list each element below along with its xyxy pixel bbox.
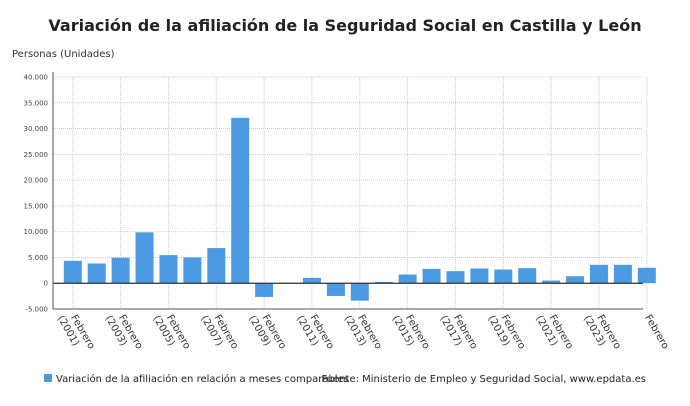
y-tick-label: 15.000 — [24, 202, 49, 210]
bar-2007 — [207, 248, 226, 284]
bar-2018 — [470, 268, 489, 284]
legend-swatch — [44, 374, 52, 382]
y-tick-label: 35.000 — [24, 99, 49, 107]
bar-2014 — [374, 281, 393, 284]
x-tick-label: Febrero(2005) — [150, 308, 192, 357]
y-tick-label: 0 — [44, 280, 48, 288]
bar-2023 — [589, 264, 608, 284]
bar-2021 — [542, 280, 561, 284]
x-tick-label: Febrero(2017) — [437, 308, 479, 357]
x-tick-label: Febrero(2013) — [342, 308, 384, 357]
bar-2017 — [446, 271, 465, 284]
bar-2005 — [159, 255, 178, 284]
bar-2012 — [326, 283, 345, 296]
bar-2002 — [87, 263, 106, 284]
x-tick-label: Febrero(2011) — [294, 308, 336, 357]
bar-2001 — [63, 260, 82, 284]
bar-2019 — [494, 269, 513, 284]
y-tick-label: 5.000 — [28, 254, 48, 262]
bar-2004 — [135, 232, 154, 284]
x-tick-label: Febrero — [642, 313, 670, 351]
x-tick-label: Febrero(2009) — [246, 308, 288, 357]
x-tick-label: Febrero(2007) — [198, 308, 240, 357]
x-tick-label: Febrero(2003) — [103, 308, 145, 357]
y-tick-label: 25.000 — [24, 151, 49, 159]
y-tick-label: 40.000 — [24, 74, 49, 82]
bar-2008 — [231, 117, 250, 284]
bar-2025 — [637, 267, 656, 284]
x-tick-label: Febrero(2023) — [581, 308, 623, 357]
bar-2015 — [398, 274, 417, 284]
legend-label: Variación de la afiliación en relación a… — [56, 373, 349, 385]
y-tick-label: 20.000 — [24, 177, 49, 185]
bar-2009 — [255, 283, 274, 297]
x-tick-label: Febrero(2001) — [55, 308, 97, 357]
y-tick-label: 30.000 — [24, 125, 49, 133]
chart-title: Variación de la afiliación de la Segurid… — [48, 16, 641, 35]
source-note: Fuente: Ministerio de Empleo y Seguridad… — [321, 374, 646, 385]
bar-2013 — [350, 283, 369, 301]
y-axis-label: Personas (Unidades) — [12, 49, 115, 60]
x-tick-label: Febrero(2021) — [533, 308, 575, 357]
bar-2022 — [566, 276, 585, 284]
bar-2006 — [183, 257, 202, 284]
bar-2024 — [613, 264, 632, 284]
x-tick-label: Febrero(2019) — [485, 308, 527, 357]
bar-2003 — [111, 257, 130, 284]
bar-2011 — [302, 277, 321, 284]
bar-2020 — [518, 268, 537, 284]
y-tick-label: -5.000 — [25, 306, 48, 314]
x-tick-label: Febrero(2015) — [390, 308, 432, 357]
bar-2016 — [422, 268, 441, 284]
y-tick-label: 10.000 — [24, 228, 49, 236]
